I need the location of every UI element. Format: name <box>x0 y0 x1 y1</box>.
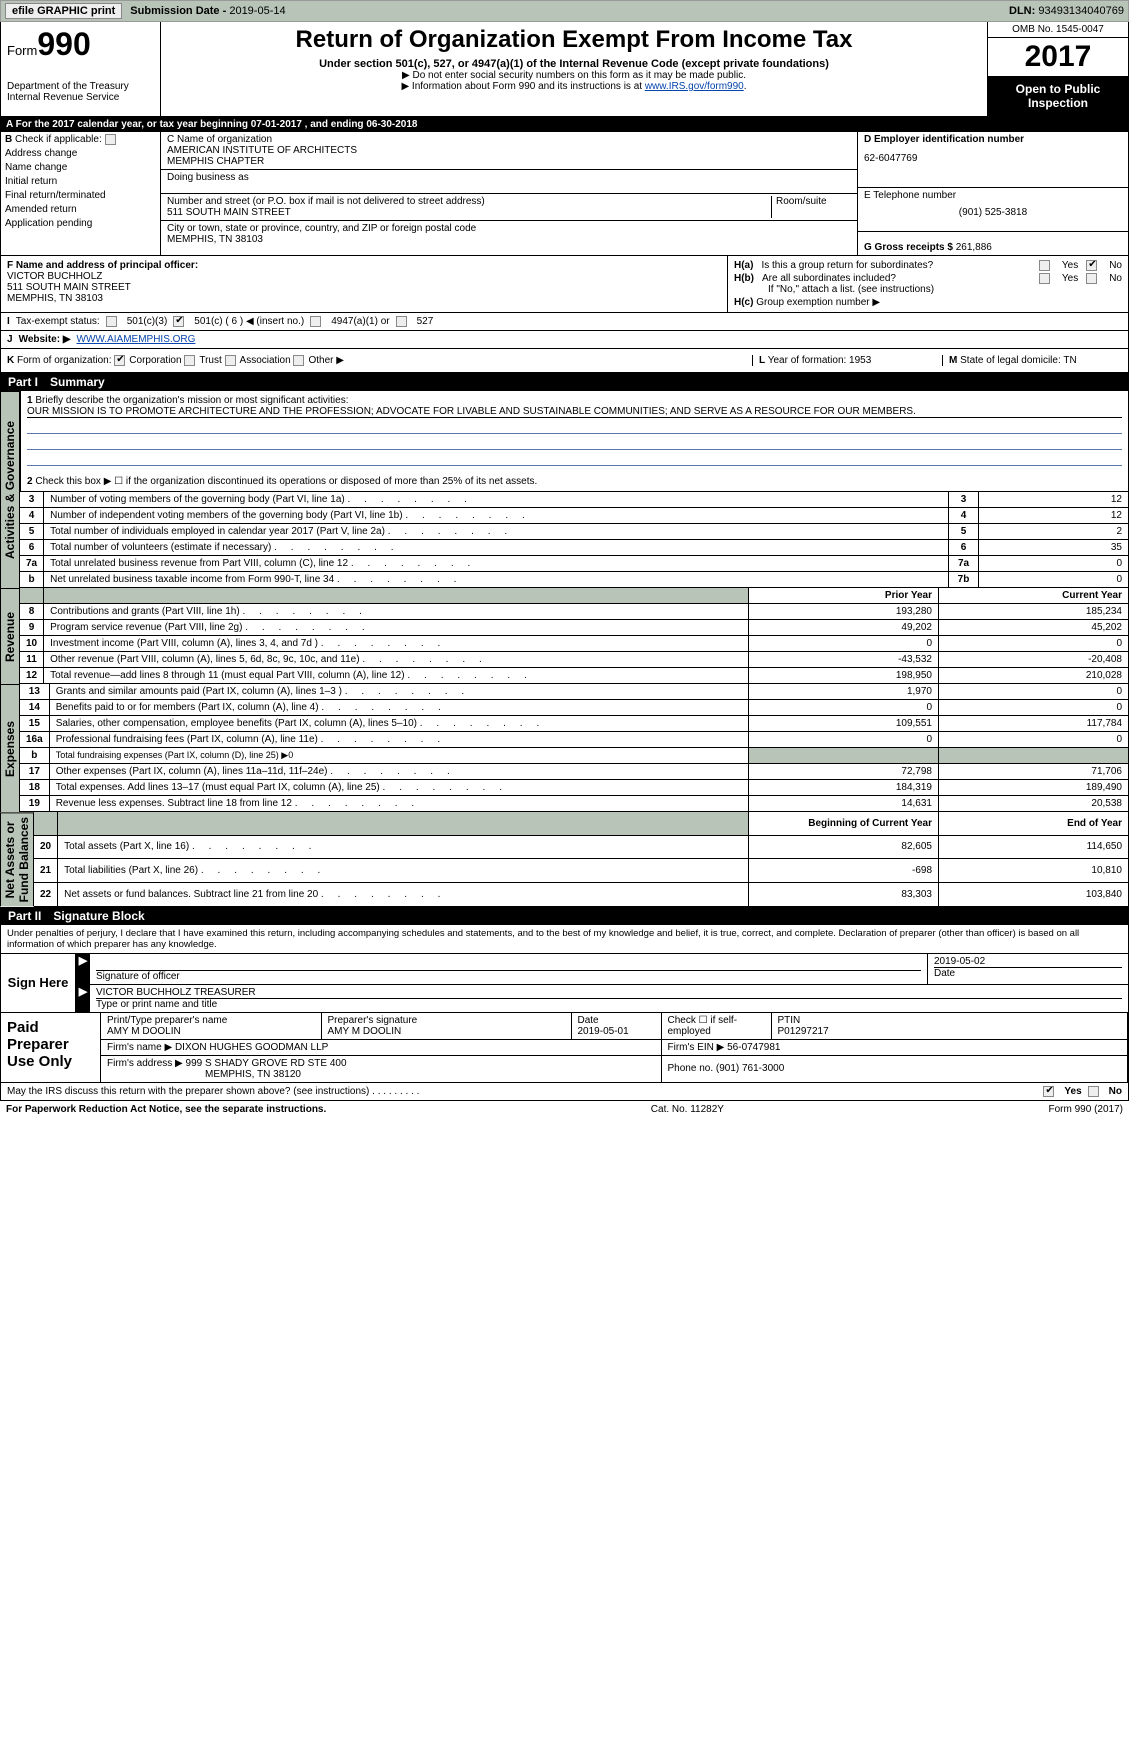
hb-no[interactable] <box>1086 273 1097 284</box>
row-klm: K Form of organization: Corporation Trus… <box>0 349 1129 373</box>
k-trust[interactable] <box>184 355 195 366</box>
sig-date-label: Date <box>934 967 1122 979</box>
hb-yes[interactable] <box>1039 273 1050 284</box>
form-word: Form <box>7 43 37 58</box>
i-501c[interactable] <box>173 316 184 327</box>
arrow-icon: ▶ <box>76 985 90 1012</box>
hb-note: If "No," attach a list. (see instruction… <box>768 284 1122 295</box>
form-subtitle: Under section 501(c), 527, or 4947(a)(1)… <box>167 58 981 70</box>
irs-label: Internal Revenue Service <box>7 92 154 103</box>
efile-button[interactable]: efile GRAPHIC print <box>5 3 122 19</box>
sig-date: 2019-05-02 <box>934 956 1122 967</box>
side-revenue: Revenue <box>0 588 20 684</box>
footer: For Paperwork Reduction Act Notice, see … <box>0 1101 1129 1118</box>
officer-addr2: MEMPHIS, TN 38103 <box>7 293 721 304</box>
form-number: 990 <box>37 26 90 62</box>
phone-value: (901) 525-3818 <box>864 207 1122 218</box>
addr-label: Number and street (or P.O. box if mail i… <box>167 196 771 207</box>
i-527[interactable] <box>396 316 407 327</box>
officer-name: VICTOR BUCHHOLZ <box>7 271 721 282</box>
org-name-2: MEMPHIS CHAPTER <box>167 156 851 167</box>
activities-governance: Activities & Governance 1 Briefly descri… <box>0 391 1129 588</box>
org-name-label: C Name of organization <box>167 134 851 145</box>
i-4947[interactable] <box>310 316 321 327</box>
street-address: 511 SOUTH MAIN STREET <box>167 207 771 218</box>
irs-link[interactable]: www.IRS.gov/form990 <box>645 81 744 92</box>
city-value: MEMPHIS, TN 38103 <box>167 234 851 245</box>
mission-text: OUR MISSION IS TO PROMOTE ARCHITECTURE A… <box>27 406 1122 418</box>
governance-table: 3Number of voting members of the governi… <box>20 492 1129 588</box>
cat-no: Cat. No. 11282Y <box>651 1104 724 1115</box>
k-other[interactable] <box>293 355 304 366</box>
preparer-table: Print/Type preparer's nameAMY M DOOLIN P… <box>101 1013 1128 1082</box>
form-header: Form990 Department of the Treasury Inter… <box>0 22 1129 117</box>
side-netassets: Net Assets or Fund Balances <box>0 812 34 906</box>
form-title: Return of Organization Exempt From Incom… <box>167 26 981 54</box>
f-box: F Name and address of principal officer:… <box>1 256 728 312</box>
website-link[interactable]: WWW.AIAMEMPHIS.ORG <box>77 334 196 345</box>
row-i: ITax-exempt status: 501(c)(3) 501(c) ( 6… <box>0 313 1129 331</box>
arrow-icon: ▶ <box>76 954 90 984</box>
officer-addr1: 511 SOUTH MAIN STREET <box>7 282 721 293</box>
ein-label: D Employer identification number <box>864 134 1024 145</box>
room-label: Room/suite <box>771 196 851 218</box>
revenue-section: Revenue Prior YearCurrent Year8Contribut… <box>0 588 1129 684</box>
ha-yes[interactable] <box>1039 260 1050 271</box>
h-box: H(a)Is this a group return for subordina… <box>728 256 1128 312</box>
discuss-yes[interactable] <box>1043 1086 1054 1097</box>
gross-label: G Gross receipts $ <box>864 242 956 253</box>
discuss-no[interactable] <box>1088 1086 1099 1097</box>
i-501c3[interactable] <box>106 316 117 327</box>
revenue-table: Prior YearCurrent Year8Contributions and… <box>20 588 1129 684</box>
side-activities: Activities & Governance <box>0 391 20 588</box>
perjury-text: Under penalties of perjury, I declare th… <box>0 925 1129 954</box>
section-fh: F Name and address of principal officer:… <box>0 256 1129 313</box>
col-d: D Employer identification number 62-6047… <box>858 132 1128 255</box>
paperwork-notice: For Paperwork Reduction Act Notice, see … <box>6 1104 326 1115</box>
officer-name-title: VICTOR BUCHHOLZ TREASURER <box>96 987 1122 999</box>
section-bcd: B Check if applicable: Address changeNam… <box>0 132 1129 256</box>
sig-officer-label: Signature of officer <box>96 970 921 982</box>
side-expenses: Expenses <box>0 684 20 812</box>
top-bar: efile GRAPHIC print Submission Date - 20… <box>0 0 1129 22</box>
form-ref: Form 990 (2017) <box>1049 1104 1123 1115</box>
checkbox[interactable] <box>105 134 116 145</box>
ha-no[interactable] <box>1086 260 1097 271</box>
phone-label: E Telephone number <box>864 190 956 201</box>
tax-year: 2017 <box>988 38 1128 76</box>
discuss-row: May the IRS discuss this return with the… <box>0 1083 1129 1101</box>
ein-value: 62-6047769 <box>864 153 1122 164</box>
k-assoc[interactable] <box>225 355 236 366</box>
submission-label: Submission Date - 2019-05-14 <box>130 5 285 17</box>
omb-number: OMB No. 1545-0047 <box>988 22 1128 38</box>
netassets-table: Beginning of Current YearEnd of Year20To… <box>34 812 1129 906</box>
k-corp[interactable] <box>114 355 125 366</box>
ssn-note: ▶ Do not enter social security numbers o… <box>167 70 981 81</box>
org-name-1: AMERICAN INSTITUTE OF ARCHITECTS <box>167 145 851 156</box>
col-b: B Check if applicable: Address changeNam… <box>1 132 161 255</box>
preparer-zone: Paid Preparer Use Only Print/Type prepar… <box>0 1013 1129 1083</box>
netassets-section: Net Assets or Fund Balances Beginning of… <box>0 812 1129 906</box>
dba-label: Doing business as <box>167 172 851 183</box>
row-a: A For the 2017 calendar year, or tax yea… <box>0 117 1129 132</box>
part2-header: Part IISignature Block <box>0 907 1129 925</box>
open-public: Open to PublicInspection <box>988 76 1128 116</box>
expenses-table: 13Grants and similar amounts paid (Part … <box>20 684 1129 812</box>
sign-here-label: Sign Here <box>1 954 76 1012</box>
dln: DLN: 93493134040769 <box>1009 5 1124 17</box>
col-c: C Name of organization AMERICAN INSTITUT… <box>161 132 858 255</box>
preparer-label: Paid Preparer Use Only <box>1 1013 101 1082</box>
info-note: ▶ Information about Form 990 and its ins… <box>167 81 981 92</box>
part1-header: Part ISummary <box>0 373 1129 391</box>
city-label: City or town, state or province, country… <box>167 223 851 234</box>
row-j: JWebsite: ▶ WWW.AIAMEMPHIS.ORG <box>0 331 1129 349</box>
expenses-section: Expenses 13Grants and similar amounts pa… <box>0 684 1129 812</box>
gross-value: 261,886 <box>956 242 992 253</box>
sign-zone: Sign Here ▶ Signature of officer 2019-05… <box>0 954 1129 1013</box>
dept-treasury: Department of the Treasury <box>7 81 154 92</box>
name-title-label: Type or print name and title <box>96 999 1122 1010</box>
